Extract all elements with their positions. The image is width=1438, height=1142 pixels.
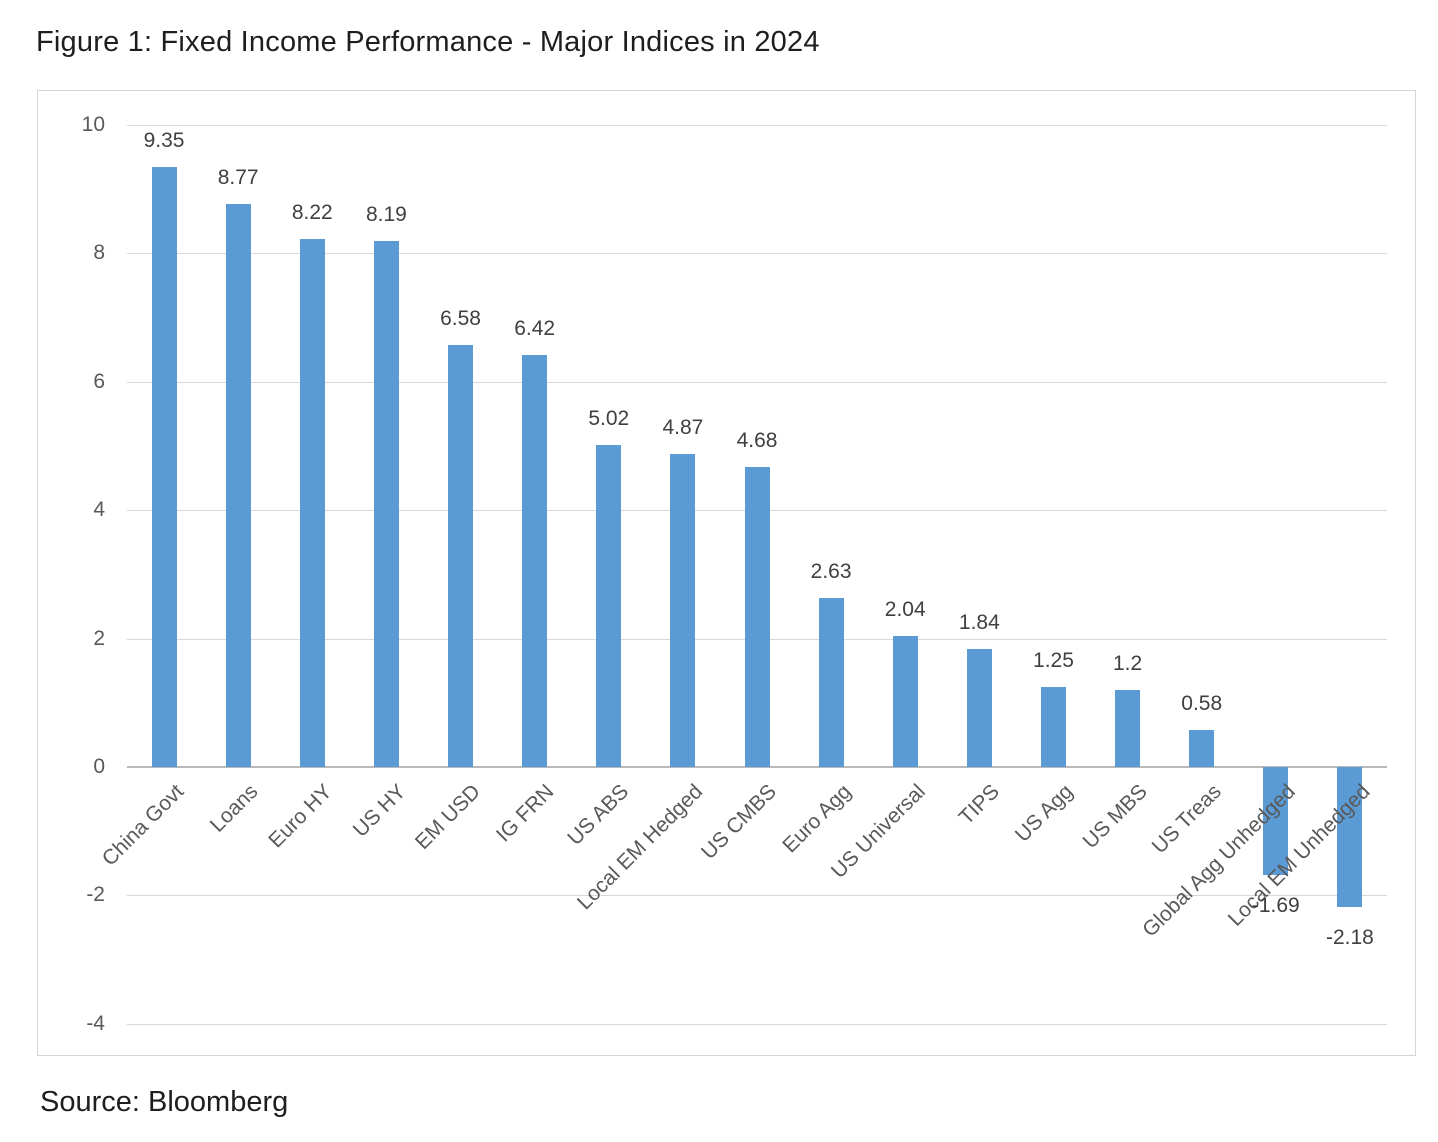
value-label-global-agg-unhedged: -1.69 — [1251, 894, 1300, 918]
value-label-loans: 8.77 — [217, 165, 259, 189]
bar-us-abs — [596, 444, 622, 767]
bar-tips — [966, 648, 992, 767]
gridline — [127, 125, 1387, 126]
y-tick-label: -4 — [86, 1011, 105, 1035]
gridline — [127, 895, 1387, 897]
value-label-us-universal: 2.04 — [884, 598, 926, 622]
value-label-local-em-hedged: 4.87 — [662, 416, 704, 440]
value-label-euro-agg: 2.63 — [810, 560, 852, 584]
category-label-euro-agg: Euro Agg — [778, 780, 856, 858]
category-label-us-abs: US ABS — [563, 780, 634, 850]
chart-area — [37, 90, 1416, 1056]
value-label-us-agg: 1.25 — [1033, 648, 1074, 672]
bar-local-em-unhedged — [1337, 767, 1363, 907]
bar-us-universal — [892, 636, 918, 767]
category-label-us-mbs: US MBS — [1078, 780, 1152, 854]
value-label-us-cmbs: 4.68 — [736, 428, 778, 452]
bar-us-mbs — [1115, 689, 1141, 767]
gridline — [127, 253, 1387, 255]
bar-euro-hy — [299, 239, 325, 767]
value-label-us-mbs: 1.2 — [1112, 651, 1143, 675]
category-label-us-cmbs: US CMBS — [697, 780, 782, 864]
y-tick-label: 0 — [93, 755, 105, 778]
bar-em-usd — [448, 344, 474, 767]
value-label-tips: 1.84 — [958, 610, 1000, 634]
value-label-us-abs: 5.02 — [588, 406, 630, 430]
bar-local-em-hedged — [670, 454, 696, 767]
y-tick-label: 6 — [93, 369, 105, 393]
category-label-us-hy: US HY — [349, 780, 411, 842]
bar-loans — [225, 203, 251, 767]
y-tick-label: 8 — [93, 241, 105, 265]
y-tick-label: 4 — [93, 498, 105, 522]
bar-us-hy — [373, 241, 399, 767]
bar-ig-frn — [522, 354, 548, 767]
category-label-loans: Loans — [205, 780, 263, 837]
bar-us-agg — [1040, 686, 1066, 767]
value-label-china-govt: 9.35 — [143, 128, 185, 152]
bar-euro-agg — [818, 598, 844, 767]
y-tick-label: -2 — [86, 883, 105, 907]
category-label-china-govt: China Govt — [97, 780, 189, 871]
category-label-euro-hy: Euro HY — [264, 780, 337, 853]
zero-line — [127, 766, 1387, 768]
gridline — [127, 1023, 1387, 1025]
category-label-tips: TIPS — [954, 780, 1004, 830]
bar-us-cmbs — [744, 466, 770, 767]
category-label-us-agg: US Agg — [1011, 780, 1078, 847]
value-label-us-hy: 8.19 — [365, 203, 407, 227]
category-label-em-usd: EM USD — [410, 780, 485, 855]
bar-china-govt — [151, 166, 177, 767]
value-label-em-usd: 6.58 — [440, 306, 481, 330]
value-label-local-em-unhedged: -2.18 — [1326, 925, 1374, 949]
value-label-us-treas: 0.58 — [1181, 691, 1223, 715]
y-tick-label: 10 — [81, 113, 105, 136]
value-label-ig-frn: 6.42 — [514, 316, 556, 340]
bar-us-treas — [1189, 729, 1215, 767]
figure-title: Figure 1: Fixed Income Performance - Maj… — [36, 26, 820, 58]
category-label-ig-frn: IG FRN — [492, 780, 559, 847]
bar-global-agg-unhedged — [1263, 767, 1289, 876]
gridline — [127, 381, 1387, 383]
value-label-euro-hy: 8.22 — [291, 201, 333, 225]
source-note: Source: Bloomberg — [40, 1086, 289, 1118]
y-tick-label: 2 — [93, 626, 105, 650]
